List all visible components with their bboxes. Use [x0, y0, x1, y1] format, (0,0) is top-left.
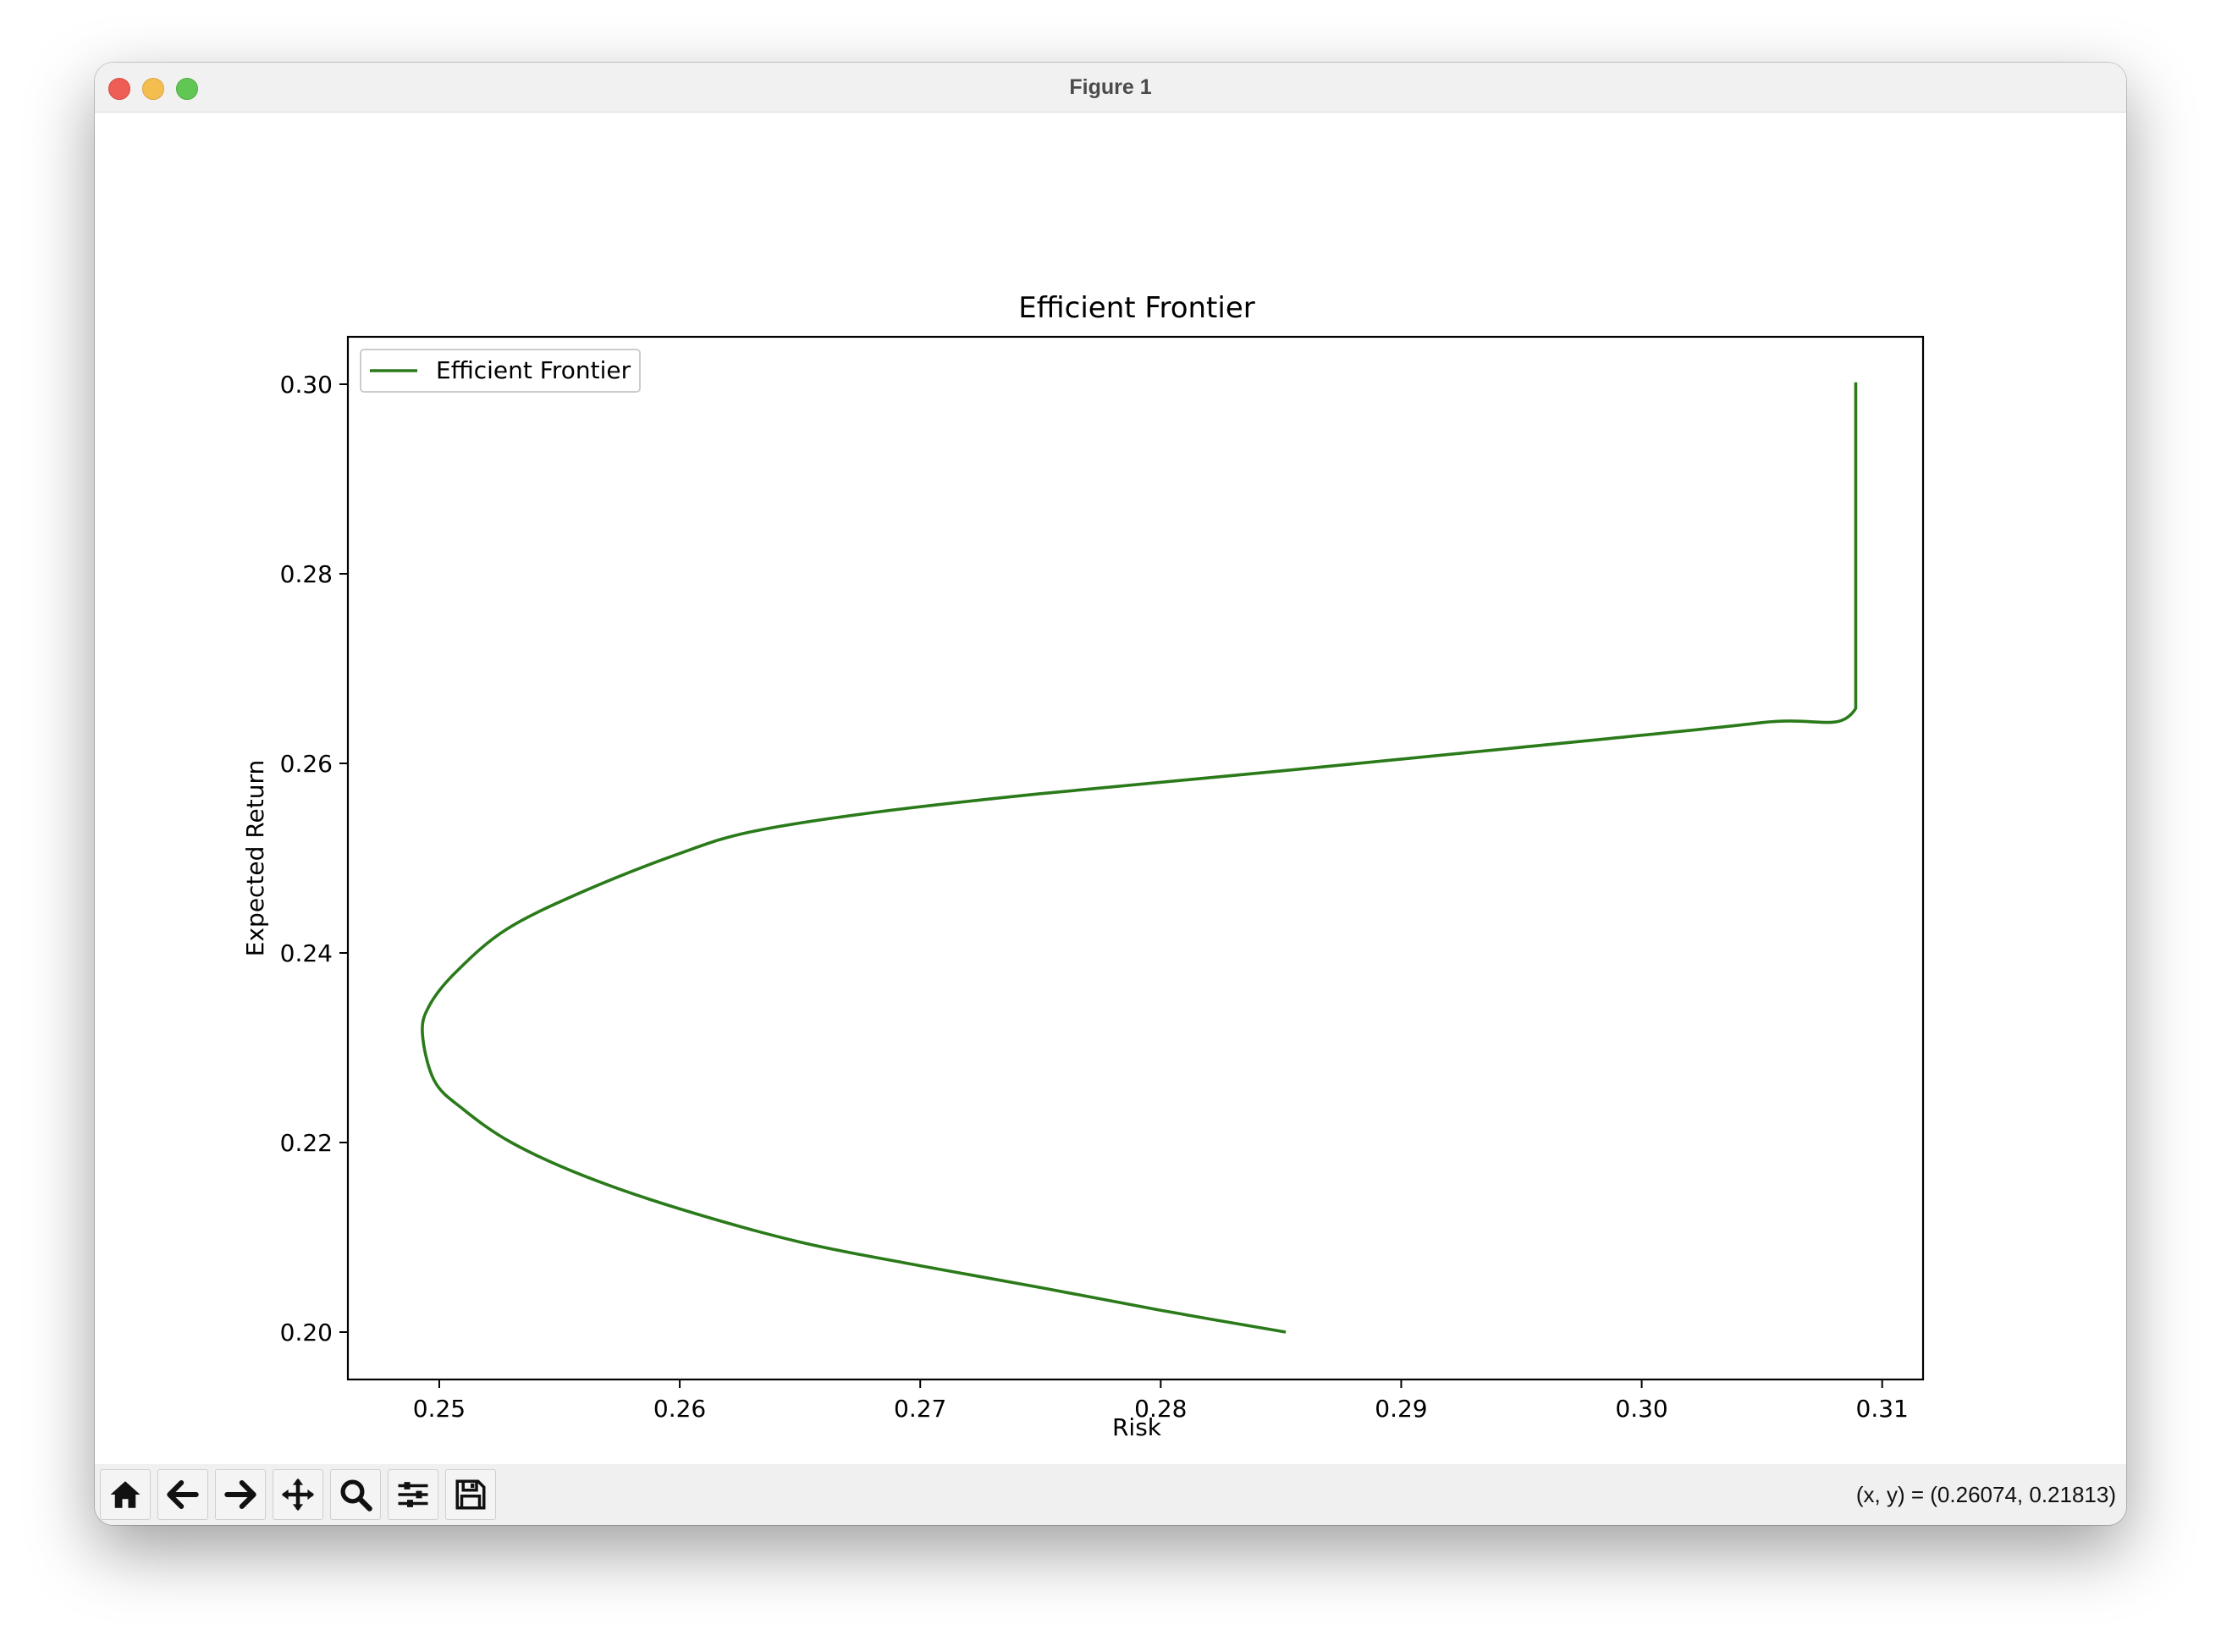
- y-tick-label: 0.30: [280, 371, 333, 399]
- close-window-button[interactable]: [108, 78, 130, 100]
- y-axis-label: Expected Return: [241, 760, 269, 956]
- arrow-right-icon: [224, 1480, 256, 1509]
- save-button[interactable]: [445, 1469, 496, 1520]
- home-icon: [110, 1481, 141, 1508]
- y-tick-label: 0.24: [280, 939, 333, 967]
- y-tick-label: 0.20: [280, 1319, 333, 1346]
- efficient-frontier-line: [421, 382, 1858, 1334]
- move-icon: [281, 1478, 315, 1512]
- y-tick-label: 0.26: [280, 750, 333, 778]
- home-button[interactable]: [100, 1469, 151, 1520]
- y-tick-label: 0.22: [280, 1129, 333, 1157]
- legend-box: [360, 349, 641, 393]
- forward-button[interactable]: [215, 1469, 266, 1520]
- configure-subplots-button[interactable]: [388, 1469, 438, 1520]
- y-axis-ticks: 0.20 0.22 0.24 0.26 0.28 0.30: [280, 371, 348, 1346]
- window-title: Figure 1: [1069, 75, 1152, 99]
- legend-label: Efficient Frontier: [436, 356, 631, 384]
- x-tick-label: 0.25: [413, 1395, 466, 1423]
- maximize-window-button[interactable]: [176, 78, 198, 100]
- minimize-window-button[interactable]: [142, 78, 164, 100]
- x-tick-label: 0.27: [894, 1395, 946, 1423]
- magnifier-icon: [340, 1479, 372, 1512]
- figure-canvas[interactable]: Efficient Frontier 0.25 0.26 0.27 0.28 0.29 0…: [95, 113, 2126, 1464]
- title-bar: Figure 1: [95, 63, 2126, 113]
- x-tick-label: 0.29: [1375, 1395, 1427, 1423]
- legend: Efficient Frontier: [360, 349, 641, 393]
- figure-window: Figure 1 Efficient Frontier 0.25 0.26 0.27…: [95, 63, 2126, 1525]
- cursor-coordinates: (x, y) = (0.26074, 0.21813): [1855, 1482, 2116, 1507]
- floppy-disk-icon: [455, 1479, 486, 1510]
- x-axis-ticks: 0.25 0.26 0.27 0.28 0.29 0.30 0.31: [413, 1379, 1909, 1423]
- y-tick-label: 0.28: [280, 560, 333, 588]
- x-tick-label: 0.28: [1134, 1395, 1187, 1423]
- zoom-button[interactable]: [330, 1469, 381, 1520]
- back-button[interactable]: [157, 1469, 208, 1520]
- pan-button[interactable]: [273, 1469, 323, 1520]
- x-axis-label: Risk: [1112, 1413, 1162, 1441]
- navigation-toolbar: (x, y) = (0.26074, 0.21813): [95, 1464, 2126, 1525]
- efficient-frontier-chart: Efficient Frontier 0.25 0.26 0.27 0.28 0.29 0…: [241, 291, 1925, 1441]
- x-tick-label: 0.26: [653, 1395, 706, 1423]
- x-tick-label: 0.30: [1615, 1395, 1667, 1423]
- arrow-left-icon: [167, 1480, 199, 1509]
- x-tick-label: 0.31: [1856, 1395, 1909, 1423]
- plot-area: [346, 335, 1925, 1381]
- sliders-icon: [398, 1482, 428, 1507]
- chart-title: Efficient Frontier: [1018, 291, 1254, 325]
